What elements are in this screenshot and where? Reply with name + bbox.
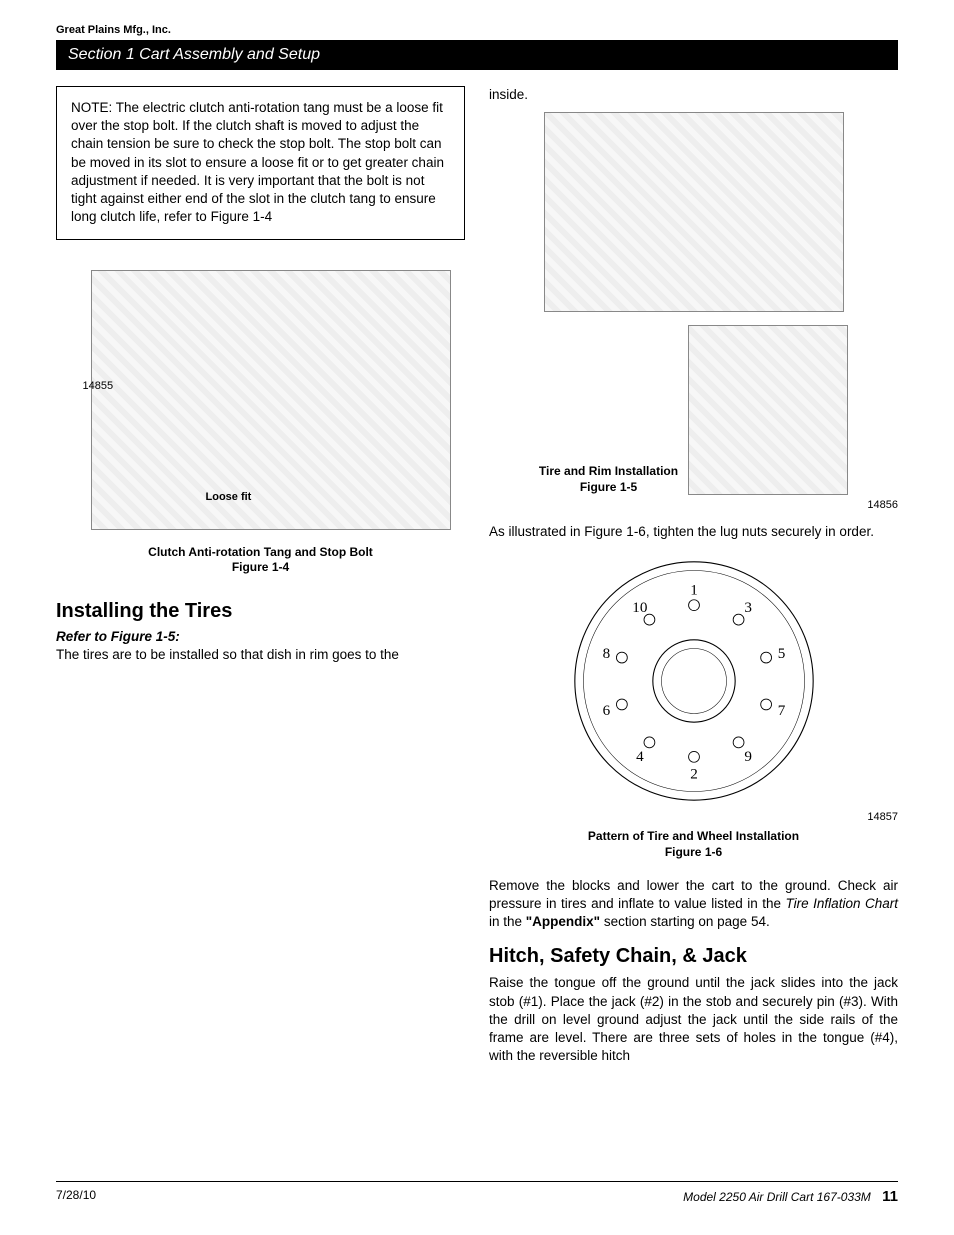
page-footer: 7/28/10 Model 2250 Air Drill Cart 167-03… xyxy=(56,1181,898,1205)
figure-1-5-top-image xyxy=(544,112,844,312)
svg-text:4: 4 xyxy=(636,748,644,765)
figure-1-6: 1 2 3 4 5 6 7 8 9 10 xyxy=(554,551,834,811)
lug-pattern-svg: 1 2 3 4 5 6 7 8 9 10 xyxy=(554,551,834,811)
svg-text:10: 10 xyxy=(632,599,647,616)
figure-1-5: Tire and Rim Installation Figure 1-5 148… xyxy=(489,112,898,511)
inside-text: inside. xyxy=(489,86,898,104)
appendix-ref: "Appendix" xyxy=(526,914,600,929)
company-name: Great Plains Mfg., Inc. xyxy=(56,24,898,36)
section-title-bar: Section 1 Cart Assembly and Setup xyxy=(56,40,898,70)
figure-1-5-caption-line1: Tire and Rim Installation xyxy=(539,464,678,478)
svg-text:3: 3 xyxy=(744,599,752,616)
loose-fit-label: Loose fit xyxy=(206,491,252,503)
figure-1-4: 14855 Loose fit xyxy=(71,270,451,533)
figure-1-4-caption-line1: Clutch Anti-rotation Tang and Stop Bolt xyxy=(148,545,373,559)
svg-text:5: 5 xyxy=(777,645,785,662)
remove-post: section starting on page 54. xyxy=(600,914,770,929)
remove-mid: in the xyxy=(489,914,526,929)
svg-text:9: 9 xyxy=(744,748,752,765)
hitch-heading: Hitch, Safety Chain, & Jack xyxy=(489,945,898,968)
refer-figure-1-5: Refer to Figure 1-5: xyxy=(56,629,465,644)
footer-model: Model 2250 Air Drill Cart 167-033M 11 xyxy=(683,1188,898,1205)
figure-1-5-caption-line2: Figure 1-5 xyxy=(580,480,637,494)
footer-page-number: 11 xyxy=(882,1188,898,1205)
figure-1-5-id: 14856 xyxy=(489,499,898,511)
figure-1-4-caption: Clutch Anti-rotation Tang and Stop Bolt … xyxy=(56,545,465,576)
figure-1-4-id: 14855 xyxy=(83,380,114,392)
svg-text:1: 1 xyxy=(690,582,698,599)
footer-date: 7/28/10 xyxy=(56,1188,96,1205)
right-column: inside. Tire and Rim Installation Figure… xyxy=(489,86,898,1065)
svg-text:7: 7 xyxy=(777,702,785,719)
figure-1-5-caption: Tire and Rim Installation Figure 1-5 xyxy=(539,464,678,495)
left-column: NOTE: The electric clutch anti-rotation … xyxy=(56,86,465,1065)
tires-install-text: The tires are to be installed so that di… xyxy=(56,646,465,664)
note-box: NOTE: The electric clutch anti-rotation … xyxy=(56,86,465,240)
remove-blocks-text: Remove the blocks and lower the cart to … xyxy=(489,877,898,932)
figure-1-6-intro: As illustrated in Figure 1-6, tighten th… xyxy=(489,523,898,541)
figure-1-6-caption-line2: Figure 1-6 xyxy=(665,845,722,859)
figure-1-4-caption-line2: Figure 1-4 xyxy=(232,560,289,574)
figure-1-6-caption: Pattern of Tire and Wheel Installation F… xyxy=(489,829,898,860)
tire-inflation-chart-ref: Tire Inflation Chart xyxy=(786,896,898,911)
figure-1-6-id: 14857 xyxy=(489,811,898,823)
installing-tires-heading: Installing the Tires xyxy=(56,600,465,623)
figure-1-6-caption-line1: Pattern of Tire and Wheel Installation xyxy=(588,829,799,843)
hitch-text: Raise the tongue off the ground until th… xyxy=(489,974,898,1065)
figure-1-4-image xyxy=(91,270,451,530)
svg-text:2: 2 xyxy=(690,766,698,783)
svg-text:8: 8 xyxy=(602,645,610,662)
footer-model-text: Model 2250 Air Drill Cart 167-033M xyxy=(683,1190,871,1204)
svg-text:6: 6 xyxy=(602,702,610,719)
figure-1-5-bottom-image xyxy=(688,325,848,495)
